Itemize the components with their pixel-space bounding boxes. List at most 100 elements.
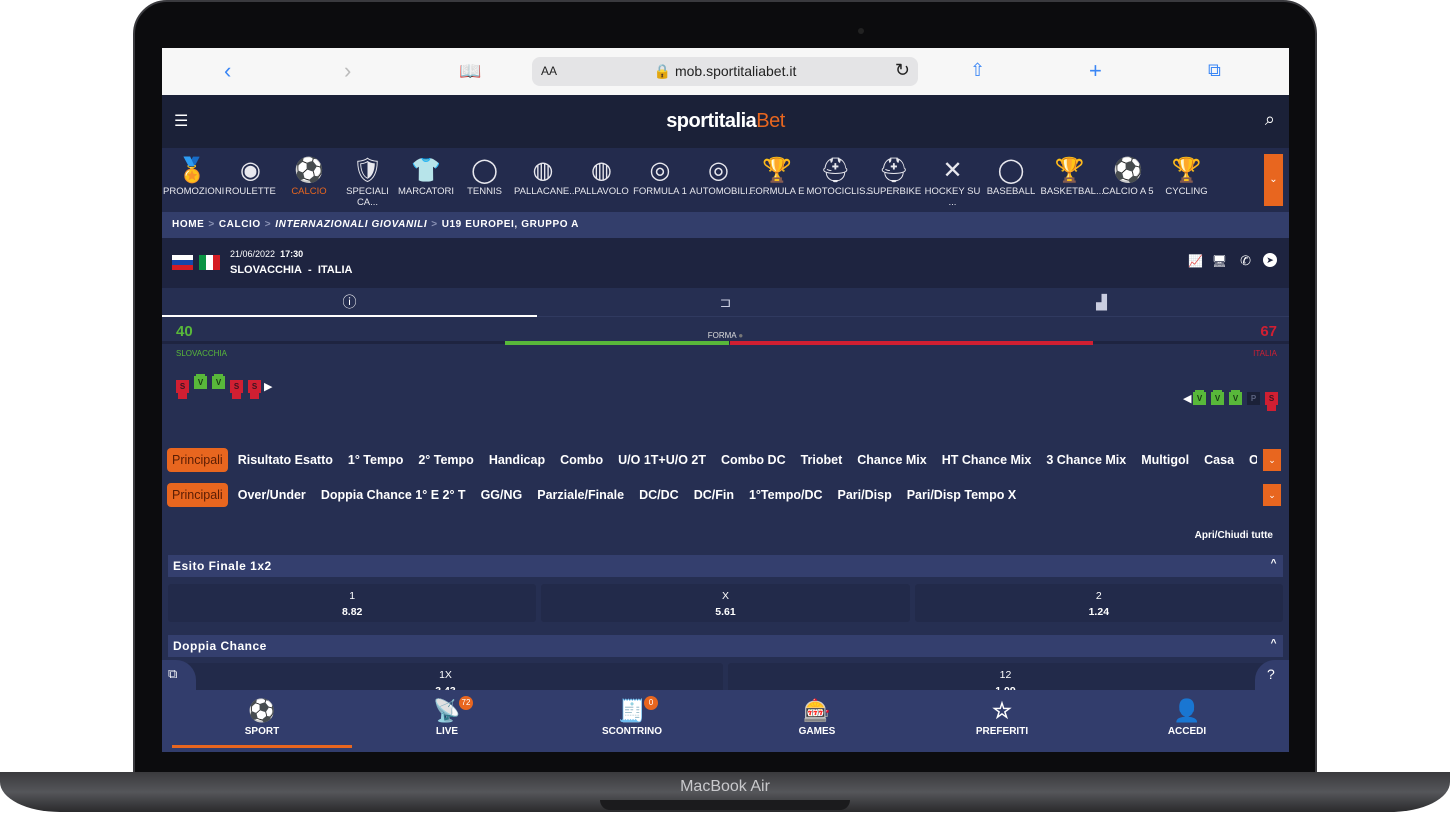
sport-calcio[interactable]: ⚽ CALCIO	[280, 156, 338, 197]
market-tab[interactable]: Doppia Chance 1° E 2° T	[320, 488, 466, 502]
market-tab[interactable]: Over/Under	[237, 488, 306, 502]
new-tab-icon[interactable]: +	[1089, 58, 1102, 83]
market-tab[interactable]: Casa	[1204, 453, 1235, 467]
sport-tennis[interactable]: ◯ TENNIS	[456, 156, 514, 197]
roulette-icon: ◉	[240, 157, 261, 184]
home-team: SLOVACCHIA	[230, 264, 302, 276]
nav-accedi[interactable]: 👤 ACCEDI	[1097, 698, 1277, 737]
markets-secondary-dropdown[interactable]: ⌄	[1263, 484, 1281, 506]
breadcrumb-item[interactable]: CALCIO	[218, 219, 261, 230]
collapse-icon[interactable]: ^	[1270, 638, 1277, 649]
breadcrumb-item: U19 EUROPEI, GRUPPO A	[441, 219, 579, 230]
breadcrumb-item[interactable]: HOME	[172, 219, 205, 230]
nav-sport[interactable]: ⚽ SPORT	[172, 698, 352, 737]
sport-promozioni[interactable]: 🏅 PROMOZIONI	[163, 157, 225, 197]
question-icon: ?	[1267, 666, 1275, 682]
collapse-icon[interactable]: ^	[1270, 558, 1277, 569]
odds-value: 8.82	[341, 606, 363, 618]
market-tab[interactable]: DC/DC	[639, 488, 679, 502]
sport-automobili[interactable]: ◎ AUTOMOBILI...	[689, 157, 756, 197]
tabs-icon[interactable]: ⧉	[1208, 60, 1221, 80]
market-tab[interactable]: 1° Tempo	[347, 453, 404, 467]
sport-pallavolo[interactable]: ◍ PALLAVOLO	[574, 157, 629, 197]
sport-speciali-ca[interactable]: 🛡 SPECIALI CA...	[339, 156, 397, 208]
market-tab[interactable]: 2° Tempo	[418, 453, 474, 467]
nav-games[interactable]: 🎰 GAMES	[727, 698, 907, 737]
market-tab[interactable]: GG/NG	[480, 488, 523, 502]
market-tab[interactable]: 3 Chance Mix	[1046, 453, 1127, 467]
market-tab[interactable]: Principali	[167, 448, 228, 472]
sport-pallacane[interactable]: ◍ PALLACANE...	[514, 157, 578, 197]
sport-superbike[interactable]: ⛑ SUPERBIKE	[866, 157, 922, 197]
toggle-all-link[interactable]: Apri/Chiudi tutte	[1194, 530, 1273, 541]
market-tab[interactable]: Risultato Esatto	[237, 453, 333, 467]
market-tab[interactable]: HT Chance Mix	[941, 453, 1032, 467]
menu-icon[interactable]: ☰	[174, 113, 189, 130]
market-tab[interactable]: Triobet	[800, 453, 843, 467]
odds-button[interactable]: 2 1.24	[914, 584, 1283, 622]
odds-button[interactable]: X 5.61	[541, 584, 910, 622]
sport-baseball[interactable]: ◯ BASEBALL	[982, 156, 1040, 197]
sport-formula-1[interactable]: ◎ FORMULA 1	[631, 156, 689, 197]
tab-info[interactable]: ⓘ	[162, 288, 537, 317]
market-tab[interactable]: Combo DC	[721, 453, 786, 467]
market-tab[interactable]: Parziale/Finale	[537, 488, 625, 502]
chevron-right-icon: >	[431, 219, 438, 230]
market-tab[interactable]: Pari/Disp Tempo X	[906, 488, 1017, 502]
tab-bracket[interactable]: ⊐	[538, 288, 913, 317]
market-tab[interactable]: Chance Mix	[857, 453, 927, 467]
sport-marcatori[interactable]: 👕 MARCATORI	[397, 157, 455, 197]
star-icon: ☆	[992, 698, 1012, 723]
tab-standings[interactable]: ▟	[914, 288, 1289, 317]
sport-cycling[interactable]: 🏆 CYCLING	[1158, 156, 1216, 197]
market-tab[interactable]: Principali	[167, 483, 228, 507]
market-tab[interactable]: Handicap	[488, 453, 546, 467]
away-team: ITALIA	[317, 264, 353, 276]
sport-basketbal[interactable]: 🏆 BASKETBAL...	[1040, 157, 1104, 197]
medal-icon: 🏅	[177, 157, 207, 184]
odds-button[interactable]: 1 8.82	[168, 584, 537, 622]
stats-chart-icon[interactable]: 📈	[1188, 254, 1203, 268]
reload-icon[interactable]: ↻	[894, 60, 910, 80]
sports-more-button[interactable]: ⌄	[1264, 154, 1283, 206]
section-esito-finale[interactable]: Esito Finale 1x2 ^	[168, 555, 1283, 577]
form-result: V	[212, 376, 225, 389]
market-tab[interactable]: Combo	[560, 453, 604, 467]
help-icon[interactable]: ●	[738, 331, 744, 340]
logo[interactable]: sportitaliaBet	[666, 110, 785, 132]
form-panel: 40 67 SLOVACCHIA ITALIA FORMA ● S V V S S ▶ V…	[162, 318, 1289, 448]
laptop-base: MacBook Air	[0, 772, 1450, 812]
sport-calcio-a-5[interactable]: ⚽ CALCIO A 5	[1099, 156, 1157, 197]
nav-scontrino[interactable]: 🧾 SCONTRINO 0	[542, 696, 722, 737]
market-tab[interactable]: 1°Tempo/DC	[748, 488, 823, 502]
search-icon[interactable]: ⌕	[1264, 109, 1275, 129]
market-tab[interactable]: DC/Fin	[693, 488, 734, 502]
markets-primary-dropdown[interactable]: ⌄	[1263, 449, 1281, 471]
home-form-fill	[505, 341, 730, 345]
betslip-float-button[interactable]: ⧉	[162, 660, 196, 692]
help-float-button[interactable]: ?	[1255, 660, 1289, 692]
nav-preferiti[interactable]: ☆ PREFERITI	[912, 698, 1092, 737]
breadcrumb-item[interactable]: INTERNAZIONALI GIOVANILI	[275, 219, 428, 230]
odds-label: 2	[1095, 590, 1102, 602]
share-icon[interactable]: ⇧	[970, 60, 986, 80]
telegram-icon[interactable]: ➤	[1263, 253, 1277, 267]
sport-hockey-su[interactable]: ✕ HOCKEY SU ...	[924, 157, 981, 208]
back-icon[interactable]: ‹	[224, 58, 232, 83]
text-size-button[interactable]: AA	[541, 64, 558, 78]
bookmarks-icon[interactable]: 📖	[459, 61, 482, 81]
market-tab[interactable]: Ospite	[1249, 453, 1257, 467]
form-result: S	[230, 380, 243, 393]
market-tab[interactable]: U/O 1T+U/O 2T	[618, 453, 707, 467]
sport-roulette[interactable]: ◉ ROULETTE	[222, 156, 280, 197]
market-tab[interactable]: Multigol	[1141, 453, 1190, 467]
forward-icon[interactable]: ›	[344, 58, 352, 83]
nav-live[interactable]: 📡 LIVE 72	[357, 696, 537, 737]
sport-formula-e[interactable]: 🏆 FORMULA E	[749, 157, 805, 197]
sport-motociclis[interactable]: ⛑ MOTOCICLIS...	[806, 157, 874, 197]
whatsapp-icon[interactable]: ✆	[1240, 253, 1251, 268]
address-bar[interactable]: AA 🔒 mob.sportitaliabet.it ↻	[532, 57, 918, 86]
market-tab[interactable]: Pari/Disp	[837, 488, 892, 502]
section-doppia-chance[interactable]: Doppia Chance ^	[168, 635, 1283, 657]
live-stream-icon[interactable]: 🖥	[1211, 254, 1227, 268]
